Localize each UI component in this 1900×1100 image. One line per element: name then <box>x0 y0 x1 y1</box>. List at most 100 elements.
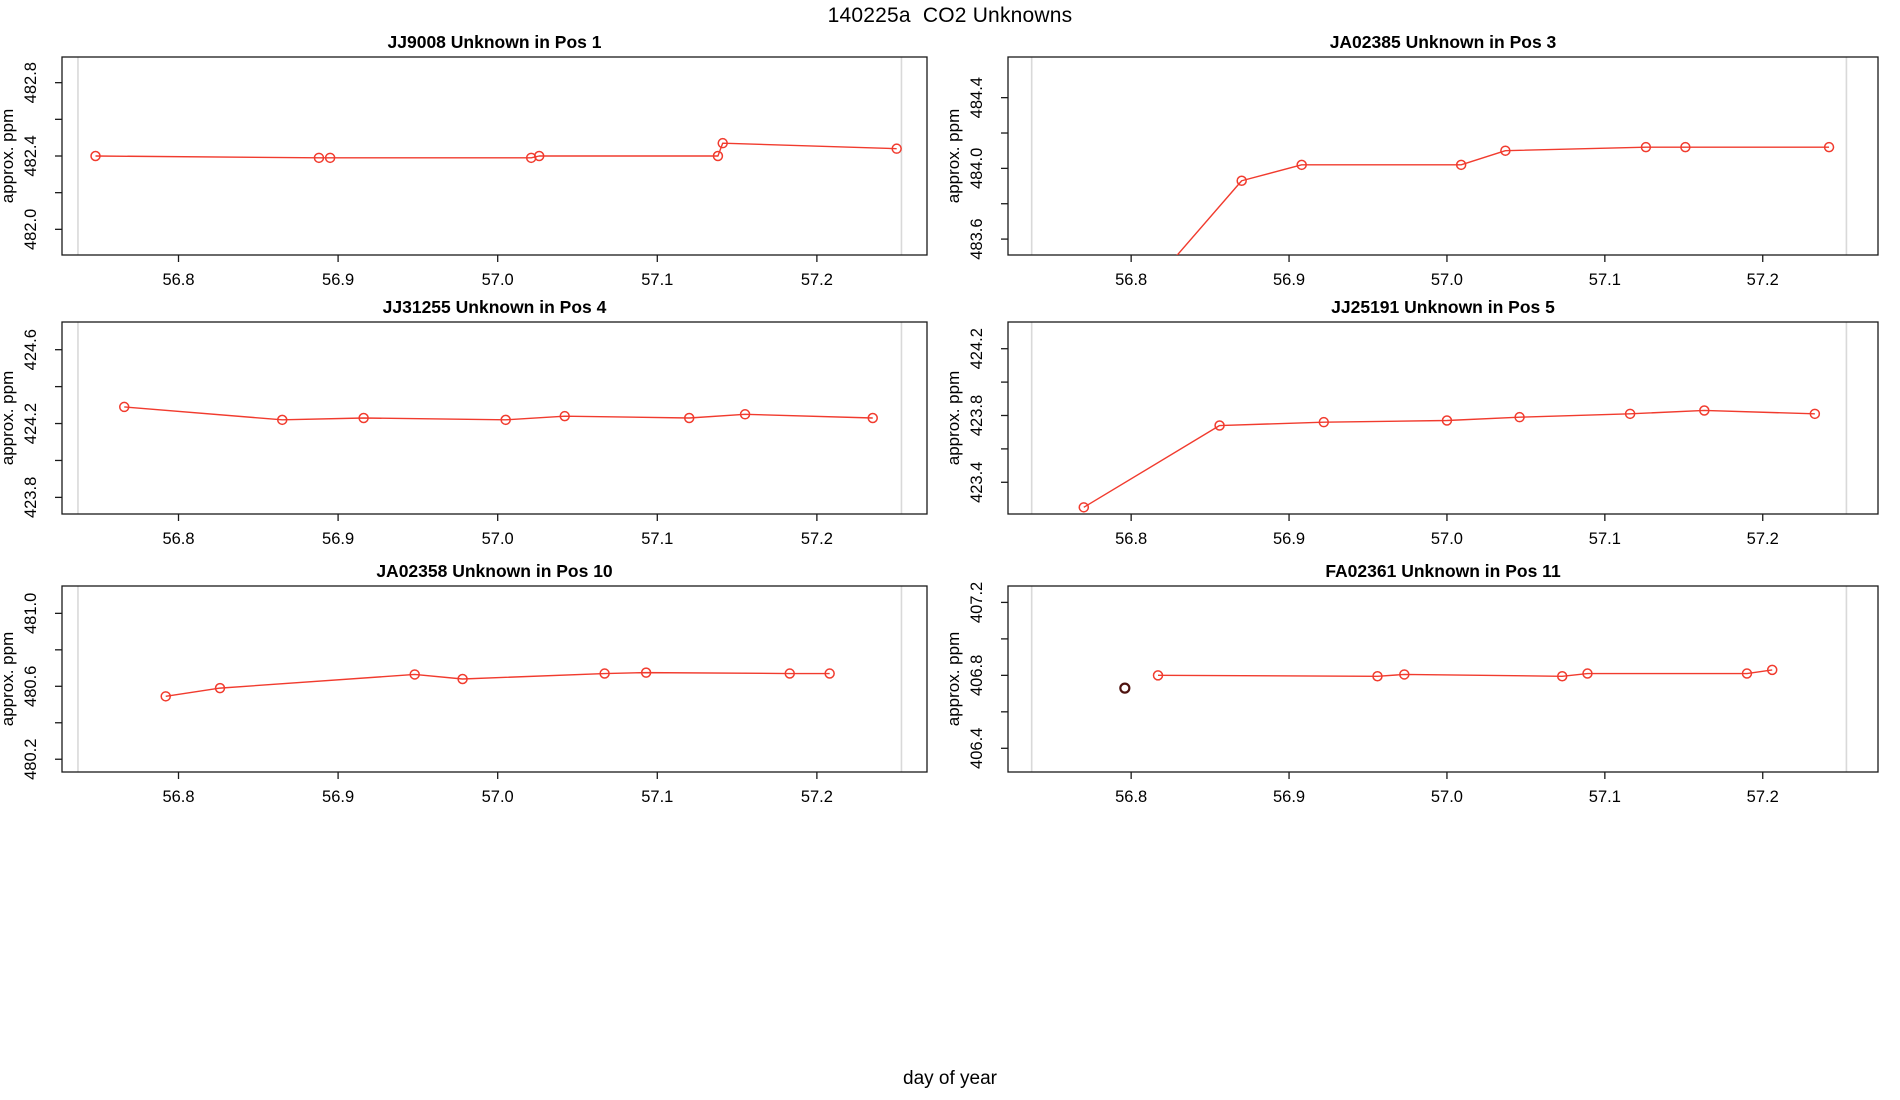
data-point <box>683 412 695 424</box>
panel-JA02385: JA02385 Unknown in Pos 3 56.8 56.9 57.0 57.1… <box>944 32 1879 289</box>
x-tick-label: 56.8 <box>1115 788 1147 806</box>
data-point <box>90 150 101 162</box>
x-tick-label: 57.0 <box>482 530 514 548</box>
panel-box <box>1007 56 1879 256</box>
panel-JJ9008: JJ9008 Unknown in Pos 1 56.8 56.9 57.0 57.1 5… <box>0 32 928 289</box>
x-tick-label: 56.9 <box>1273 271 1305 289</box>
panel-JJ31255: JJ31255 Unknown in Pos 4 56.8 56.9 57.0 57.1… <box>0 297 928 548</box>
x-tick-label: 57.1 <box>641 788 673 806</box>
data-point <box>1514 411 1525 423</box>
data-point <box>559 410 570 422</box>
x-tick-label: 56.9 <box>322 530 354 548</box>
series-line <box>1176 146 1830 255</box>
y-tick-label: 423.4 <box>968 462 986 503</box>
y-tick-label: 482.8 <box>22 62 40 103</box>
data-point <box>1214 420 1225 431</box>
y-tick-label: 406.8 <box>968 655 986 696</box>
panel-title: JJ25191 Unknown in Pos 5 <box>1331 297 1555 317</box>
y-axis-title: approx. ppm <box>0 371 17 466</box>
data-point <box>1640 141 1652 153</box>
panel-box <box>1007 585 1879 773</box>
x-tick-label: 57.1 <box>1589 530 1621 548</box>
data-point <box>1399 669 1410 680</box>
x-tick-label: 57.1 <box>641 271 673 289</box>
data-point <box>1372 671 1383 682</box>
data-point <box>409 669 420 680</box>
data-point <box>358 412 369 424</box>
data-point <box>640 667 652 678</box>
panel-JJ25191: JJ25191 Unknown in Pos 5 56.8 56.9 57.0 57.1… <box>944 297 1879 548</box>
data-point <box>160 691 171 702</box>
data-point <box>1624 408 1636 420</box>
data-point <box>717 137 728 149</box>
x-tick-label: 57.2 <box>1747 530 1779 548</box>
y-tick-label: 424.2 <box>968 328 986 369</box>
x-tick-label: 57.1 <box>641 530 673 548</box>
y-tick-label: 484.4 <box>968 77 986 118</box>
y-tick-label: 424.6 <box>22 329 40 370</box>
x-tick-label: 57.1 <box>1589 271 1621 289</box>
x-tick-label: 57.0 <box>482 271 514 289</box>
y-axis-title: approx. ppm <box>0 109 17 204</box>
panel-box <box>61 56 928 256</box>
series-group <box>160 667 835 702</box>
y-tick-label: 482.0 <box>22 209 40 250</box>
x-tick-label: 56.8 <box>1115 271 1147 289</box>
data-point <box>599 668 610 679</box>
data-point <box>1236 175 1247 186</box>
y-tick-label: 481.0 <box>22 593 40 634</box>
panel-title: JJ9008 Unknown in Pos 1 <box>388 32 602 52</box>
x-tick-label: 57.1 <box>1589 788 1621 806</box>
data-point <box>118 401 130 413</box>
y-tick-label: 423.8 <box>22 477 40 518</box>
series-group <box>118 401 878 426</box>
series-group <box>1119 664 1778 694</box>
x-tick-label: 56.8 <box>1115 530 1147 548</box>
y-axis-title: approx. ppm <box>0 632 17 727</box>
x-tick-label: 57.0 <box>1431 530 1463 548</box>
panel-FA02361: FA02361 Unknown in Pos 11 56.8 56.9 57.0 57.… <box>944 561 1879 806</box>
panel-box <box>61 585 928 773</box>
data-point <box>867 412 878 424</box>
x-tick-label: 56.9 <box>322 788 354 806</box>
panel-title: JA02385 Unknown in Pos 3 <box>1330 32 1557 52</box>
data-point <box>1699 405 1710 416</box>
x-tick-label: 57.2 <box>801 271 833 289</box>
data-point <box>1680 141 1691 153</box>
data-point <box>1078 502 1090 513</box>
data-point <box>1318 416 1330 428</box>
y-tick-label: 424.2 <box>22 403 40 444</box>
data-point <box>712 150 724 162</box>
data-point <box>500 414 511 426</box>
y-tick-label: 480.2 <box>22 739 40 780</box>
x-tick-label: 56.9 <box>1273 530 1305 548</box>
x-tick-label: 56.8 <box>162 271 194 289</box>
y-tick-label: 482.4 <box>22 135 40 176</box>
panel-title: FA02361 Unknown in Pos 11 <box>1325 561 1561 581</box>
y-tick-label: 484.0 <box>968 148 986 189</box>
data-point <box>1296 159 1307 171</box>
data-point <box>1582 668 1593 679</box>
data-point <box>533 150 545 162</box>
data-point <box>891 143 902 154</box>
data-point <box>313 152 325 164</box>
data-point <box>324 152 336 164</box>
data-point <box>1152 670 1164 681</box>
data-point <box>276 414 288 426</box>
series-group <box>90 137 902 164</box>
data-point <box>1500 145 1511 156</box>
page-title: 140225a CO2 Unknowns <box>827 4 1073 27</box>
panel-JA02358: JA02358 Unknown in Pos 10 56.8 56.9 57.0 57.… <box>0 561 928 806</box>
y-tick-label: 480.6 <box>22 666 40 707</box>
series-line <box>95 142 897 159</box>
series-group <box>1078 405 1821 513</box>
data-point <box>1823 141 1835 153</box>
data-point <box>1741 668 1753 679</box>
x-tick-label: 56.8 <box>162 530 194 548</box>
x-axis-title: day of year <box>903 1068 997 1089</box>
x-tick-label: 57.2 <box>1747 788 1779 806</box>
panel-box <box>61 321 928 515</box>
panel-box <box>1007 321 1879 515</box>
x-tick-label: 57.2 <box>801 530 833 548</box>
outlier-point <box>1119 682 1131 694</box>
